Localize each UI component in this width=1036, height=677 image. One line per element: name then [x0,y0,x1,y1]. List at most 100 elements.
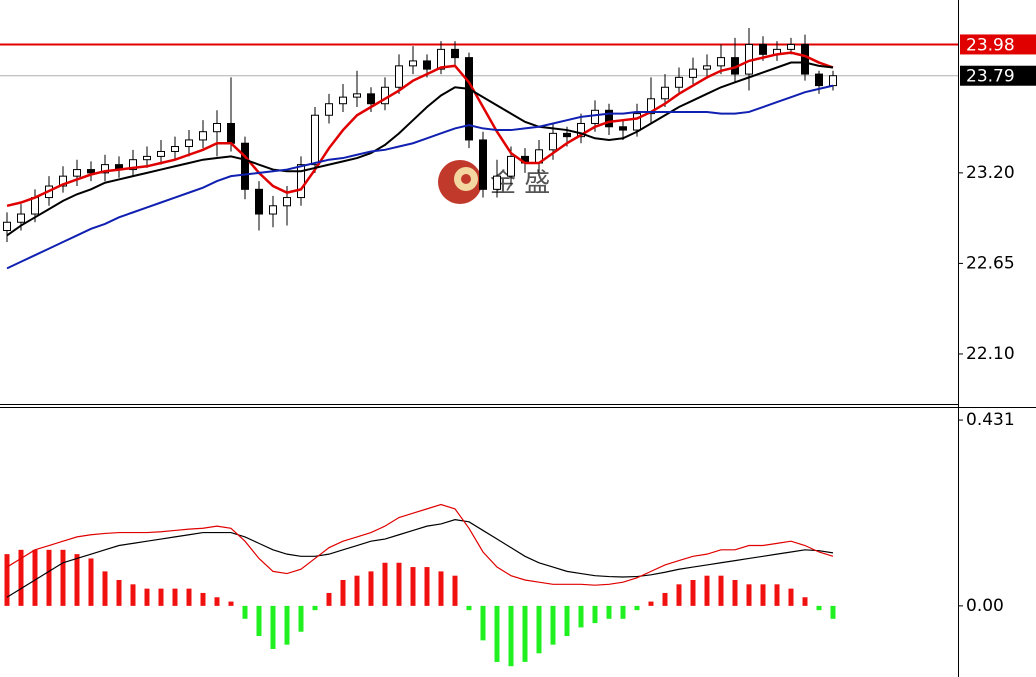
price-label-box [960,65,1036,86]
histogram-bar [130,584,136,606]
histogram-bar [242,605,248,619]
candle-body [129,159,137,171]
candle-body [409,60,417,67]
candle-body [689,68,697,78]
y-tick-label: 23.20 [966,163,1015,183]
candle-body [437,48,445,70]
histogram-bar [508,605,514,667]
histogram-bar [410,567,416,606]
histogram-bar [816,605,822,611]
y-tick-label: 0.431 [966,410,1015,430]
histogram-bar [312,605,318,611]
histogram-bar [396,562,402,606]
candle-body [255,188,263,215]
histogram-bar [298,605,304,632]
candle-body [339,96,347,105]
candle-body [325,103,333,116]
histogram-bar [186,588,192,606]
histogram-bar [536,605,542,654]
candle-body [367,93,375,105]
candle-body [353,93,361,98]
histogram-bar [382,562,388,606]
candle-body [395,65,403,88]
histogram-bar [746,584,752,606]
histogram-bar [802,597,808,606]
histogram-bar [214,597,220,606]
candle-body [479,139,487,190]
histogram-bar [270,605,276,649]
histogram-bar [774,584,780,606]
candle-body [59,175,67,187]
y-tick-label: 0.00 [966,596,1004,616]
histogram-bar [620,605,626,619]
histogram-bar [732,580,738,606]
histogram-bar [228,601,234,606]
candle-body [227,122,235,144]
histogram-bar [32,549,38,606]
candle-body [17,213,25,223]
histogram-bar [578,605,584,628]
candle-body [157,150,165,157]
histogram-bar [116,580,122,606]
candle-body [675,76,683,88]
line-series [6,51,834,208]
candle-body [465,57,473,141]
histogram-bar [830,605,836,619]
histogram-bar [676,584,682,606]
histogram-bar [60,549,66,606]
candle-body [703,65,711,70]
candle-body [283,197,291,207]
histogram-bar [648,601,654,606]
histogram-bar [606,605,612,619]
histogram-bar [788,588,794,606]
line-series [6,84,834,270]
candle-body [73,169,81,177]
y-tick-label: 22.65 [966,253,1015,273]
candle-body [605,109,613,128]
candle-body [143,155,151,161]
price-label: 23.98 [966,35,1015,55]
candle-body [563,132,571,138]
candle-body [647,98,655,115]
histogram-bar [760,584,766,606]
price-label: 23.79 [966,67,1015,87]
histogram-bar [284,605,290,645]
candle-body [451,48,459,59]
candle-body [423,60,431,70]
candle-body [787,43,795,50]
histogram-bar [550,605,556,645]
histogram-bar [718,575,724,606]
candle-body [185,139,193,148]
candle-body [199,131,207,141]
line-series [6,61,834,237]
histogram-bar [256,605,262,637]
candle-body [31,197,39,215]
histogram-bar [172,588,178,606]
histogram-bar [102,571,108,606]
histogram-bar [18,549,24,606]
histogram-bar [368,571,374,606]
candle-body [759,43,767,55]
histogram-bar [438,571,444,606]
histogram-bar [200,592,206,606]
candle-body [661,86,669,100]
candle-body [269,205,277,215]
histogram-bar [354,575,360,606]
histogram-bar [88,558,94,606]
candle-body [101,164,109,174]
histogram-bar [704,575,710,606]
candle-body [87,169,95,174]
histogram-bar [326,592,332,606]
candle-body [3,221,11,231]
histogram-bar [4,554,10,606]
candle-body [633,113,641,131]
candle-body [171,146,179,152]
candle-body [619,126,627,131]
y-tick-label: 22.10 [966,344,1015,364]
candle-body [213,122,221,133]
candle-body [549,132,557,151]
candle-body [815,73,823,87]
